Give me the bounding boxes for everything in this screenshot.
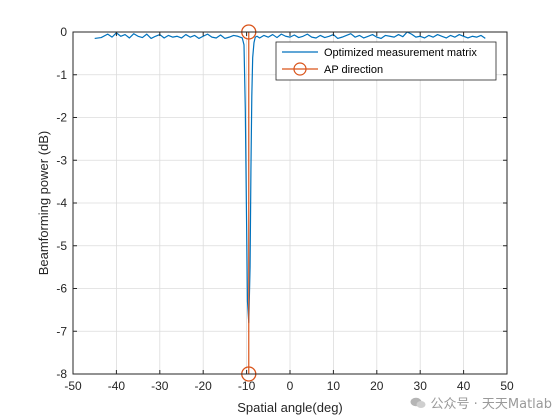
y-tick-label: 0 — [60, 25, 67, 39]
legend-label-optimized: Optimized measurement matrix — [324, 47, 477, 59]
legend: Optimized measurement matrix AP directio… — [275, 41, 497, 81]
x-tick-label: 30 — [414, 379, 428, 393]
axis-ticks: -50 -40 -30 -20 -10 0 10 20 30 40 50 0 -1 -2 -3 -4 -5 -6 -… — [56, 25, 514, 393]
series-group — [94, 24, 486, 382]
y-tick-label: -8 — [56, 367, 67, 381]
watermark: 公众号 · 天天Matlab — [410, 393, 552, 412]
watermark-text: 公众号 · 天天Matlab — [430, 397, 552, 412]
x-tick-label: -10 — [238, 379, 256, 393]
x-tick-label: -20 — [195, 379, 213, 393]
x-axis-label: Spatial angle(deg) — [237, 400, 343, 415]
series-line-optimized-measurement-matrix — [94, 31, 486, 324]
x-tick-label: 20 — [370, 379, 384, 393]
x-tick-label: -40 — [108, 379, 126, 393]
x-tick-label: 0 — [287, 379, 294, 393]
wechat-icon — [410, 397, 426, 408]
x-tick-label: -50 — [64, 379, 82, 393]
y-tick-label: -6 — [56, 282, 67, 296]
y-tick-label: -7 — [56, 324, 67, 338]
x-tick-label: 40 — [457, 379, 471, 393]
y-axis-label: Beamforming power (dB) — [36, 131, 51, 276]
y-tick-label: -2 — [56, 111, 67, 125]
legend-marker-ap-direction — [293, 62, 307, 76]
y-tick-label: -5 — [56, 239, 67, 253]
x-tick-label: -30 — [151, 379, 169, 393]
x-tick-label: 10 — [327, 379, 341, 393]
legend-box — [275, 41, 497, 81]
y-tick-label: -4 — [56, 196, 67, 210]
legend-label-ap-direction: AP direction — [324, 64, 383, 76]
x-tick-label: 50 — [500, 379, 514, 393]
y-tick-label: -3 — [56, 153, 67, 167]
y-tick-label: -1 — [56, 68, 67, 82]
